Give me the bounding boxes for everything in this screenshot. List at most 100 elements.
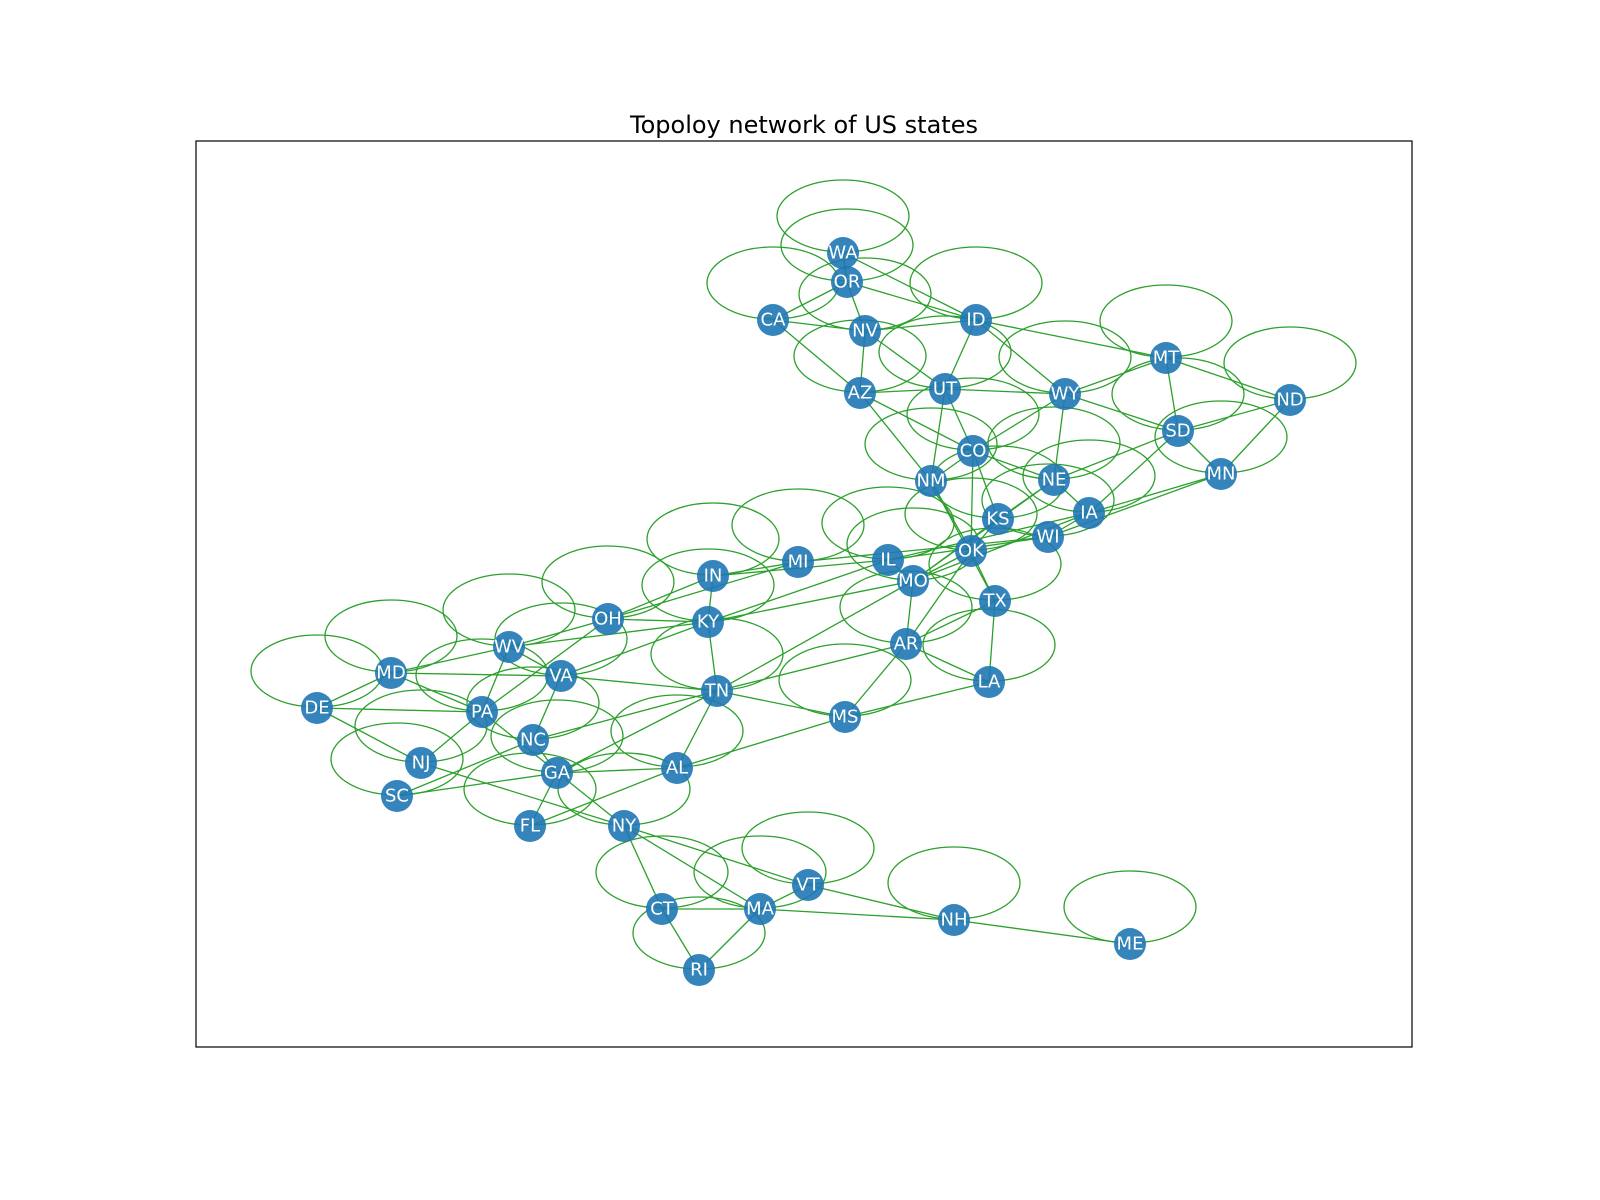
edge-va-tn (560, 675, 718, 692)
node-circle-ut (929, 373, 961, 405)
node-label-me: ME (1117, 934, 1144, 955)
node-label-fl: FL (520, 816, 540, 837)
node-label-nm: NM (917, 471, 946, 492)
node-wv: WV (493, 631, 525, 663)
edge-mi-oh (607, 561, 799, 620)
edge-ny-vt (623, 825, 809, 886)
edge-oh-wv (508, 618, 609, 648)
node-circle-wa (827, 237, 859, 269)
node-circle-ms (829, 701, 861, 733)
node-circle-pa (466, 696, 498, 728)
node-circle-ne (1038, 464, 1070, 496)
node-circle-mn (1205, 458, 1237, 490)
node-circle-md (375, 657, 407, 689)
node-label-nh: NH (941, 910, 968, 931)
node-circle-tn (701, 675, 733, 707)
node-ky: KY (692, 606, 724, 638)
node-circle-mt (1150, 342, 1182, 374)
node-de: DE (301, 692, 333, 724)
node-circle-wv (493, 631, 525, 663)
node-label-ok: OK (958, 541, 985, 562)
node-vt: VT (792, 869, 824, 901)
node-circle-sc (381, 780, 413, 812)
node-label-al: AL (666, 758, 688, 779)
node-circle-nh (938, 904, 970, 936)
edge-ms-al (676, 716, 846, 769)
node-circle-ct (646, 893, 678, 925)
edge-nv-ut (864, 330, 946, 390)
node-nd: ND (1274, 384, 1306, 416)
node-label-ky: KY (697, 612, 720, 633)
node-label-tx: TX (982, 591, 1006, 612)
node-label-ne: NE (1042, 470, 1067, 491)
node-mt: MT (1150, 342, 1182, 374)
edge-wy-co (972, 393, 1066, 452)
edge-nc-sc (396, 739, 534, 797)
node-label-wa: WA (828, 243, 858, 264)
node-wy: WY (1049, 378, 1081, 410)
node-label-sc: SC (385, 786, 409, 807)
node-label-ri: RI (690, 960, 708, 981)
edge-sd-ia (1088, 430, 1179, 514)
node-md: MD (375, 657, 407, 689)
edge-co-ok (970, 450, 974, 552)
edge-mn-ia (1088, 473, 1222, 514)
node-id: ID (960, 304, 992, 336)
node-label-ct: CT (650, 899, 675, 920)
node-ks: KS (982, 503, 1014, 535)
node-in: IN (697, 560, 729, 592)
edge-ia-mo (912, 512, 1090, 582)
node-label-ia: IA (1080, 503, 1098, 524)
node-nm: NM (915, 465, 947, 497)
edge-ky-va (560, 621, 709, 677)
node-az: AZ (844, 377, 876, 409)
node-label-ga: GA (544, 763, 571, 784)
node-label-ny: NY (612, 816, 637, 837)
edge-id-wy (975, 319, 1066, 395)
node-label-wy: WY (1051, 384, 1081, 405)
node-circle-sd (1162, 415, 1194, 447)
node-circle-me (1114, 928, 1146, 960)
edge-id-mt (975, 319, 1167, 359)
node-circle-ok (955, 535, 987, 567)
edge-mo-ky (707, 580, 914, 623)
edge-ny-ma (623, 825, 761, 910)
node-ms: MS (829, 701, 861, 733)
edge-il-ky (707, 559, 889, 623)
node-label-ut: UT (933, 379, 958, 400)
node-label-ar: AR (894, 634, 919, 655)
node-label-md: MD (376, 663, 405, 684)
edge-az-co (859, 392, 974, 452)
edge-md-pa (390, 672, 483, 713)
edge-mn-wi (1047, 473, 1222, 538)
node-label-de: DE (304, 698, 329, 719)
edge-ca-az (772, 319, 861, 394)
node-label-ms: MS (832, 707, 859, 728)
node-or: OR (831, 266, 863, 298)
node-ia: IA (1073, 497, 1105, 529)
node-tx: TX (979, 585, 1011, 617)
node-il: IL (872, 544, 904, 576)
node-label-tn: TN (704, 681, 729, 702)
edge-oh-ky (607, 618, 709, 623)
node-circle-ri (683, 954, 715, 986)
edge-md-va (390, 672, 562, 677)
node-label-az: AZ (848, 383, 873, 404)
node-circle-ga (541, 757, 573, 789)
node-pa: PA (466, 696, 498, 728)
edge-ar-tn (716, 643, 907, 692)
node-circle-co (957, 435, 989, 467)
node-ct: CT (646, 893, 678, 925)
node-ca: CA (757, 304, 789, 336)
node-label-id: ID (966, 310, 985, 331)
node-label-co: CO (960, 441, 987, 462)
edge-ma-nh (759, 908, 955, 921)
node-sd: SD (1162, 415, 1194, 447)
node-circle-ny (608, 810, 640, 842)
edge-tn-nc (532, 690, 718, 741)
node-label-mn: MN (1207, 464, 1236, 485)
node-circle-id (960, 304, 992, 336)
node-nj: NJ (405, 747, 437, 779)
node-label-vt: VT (796, 875, 820, 896)
node-label-la: LA (978, 672, 1001, 693)
